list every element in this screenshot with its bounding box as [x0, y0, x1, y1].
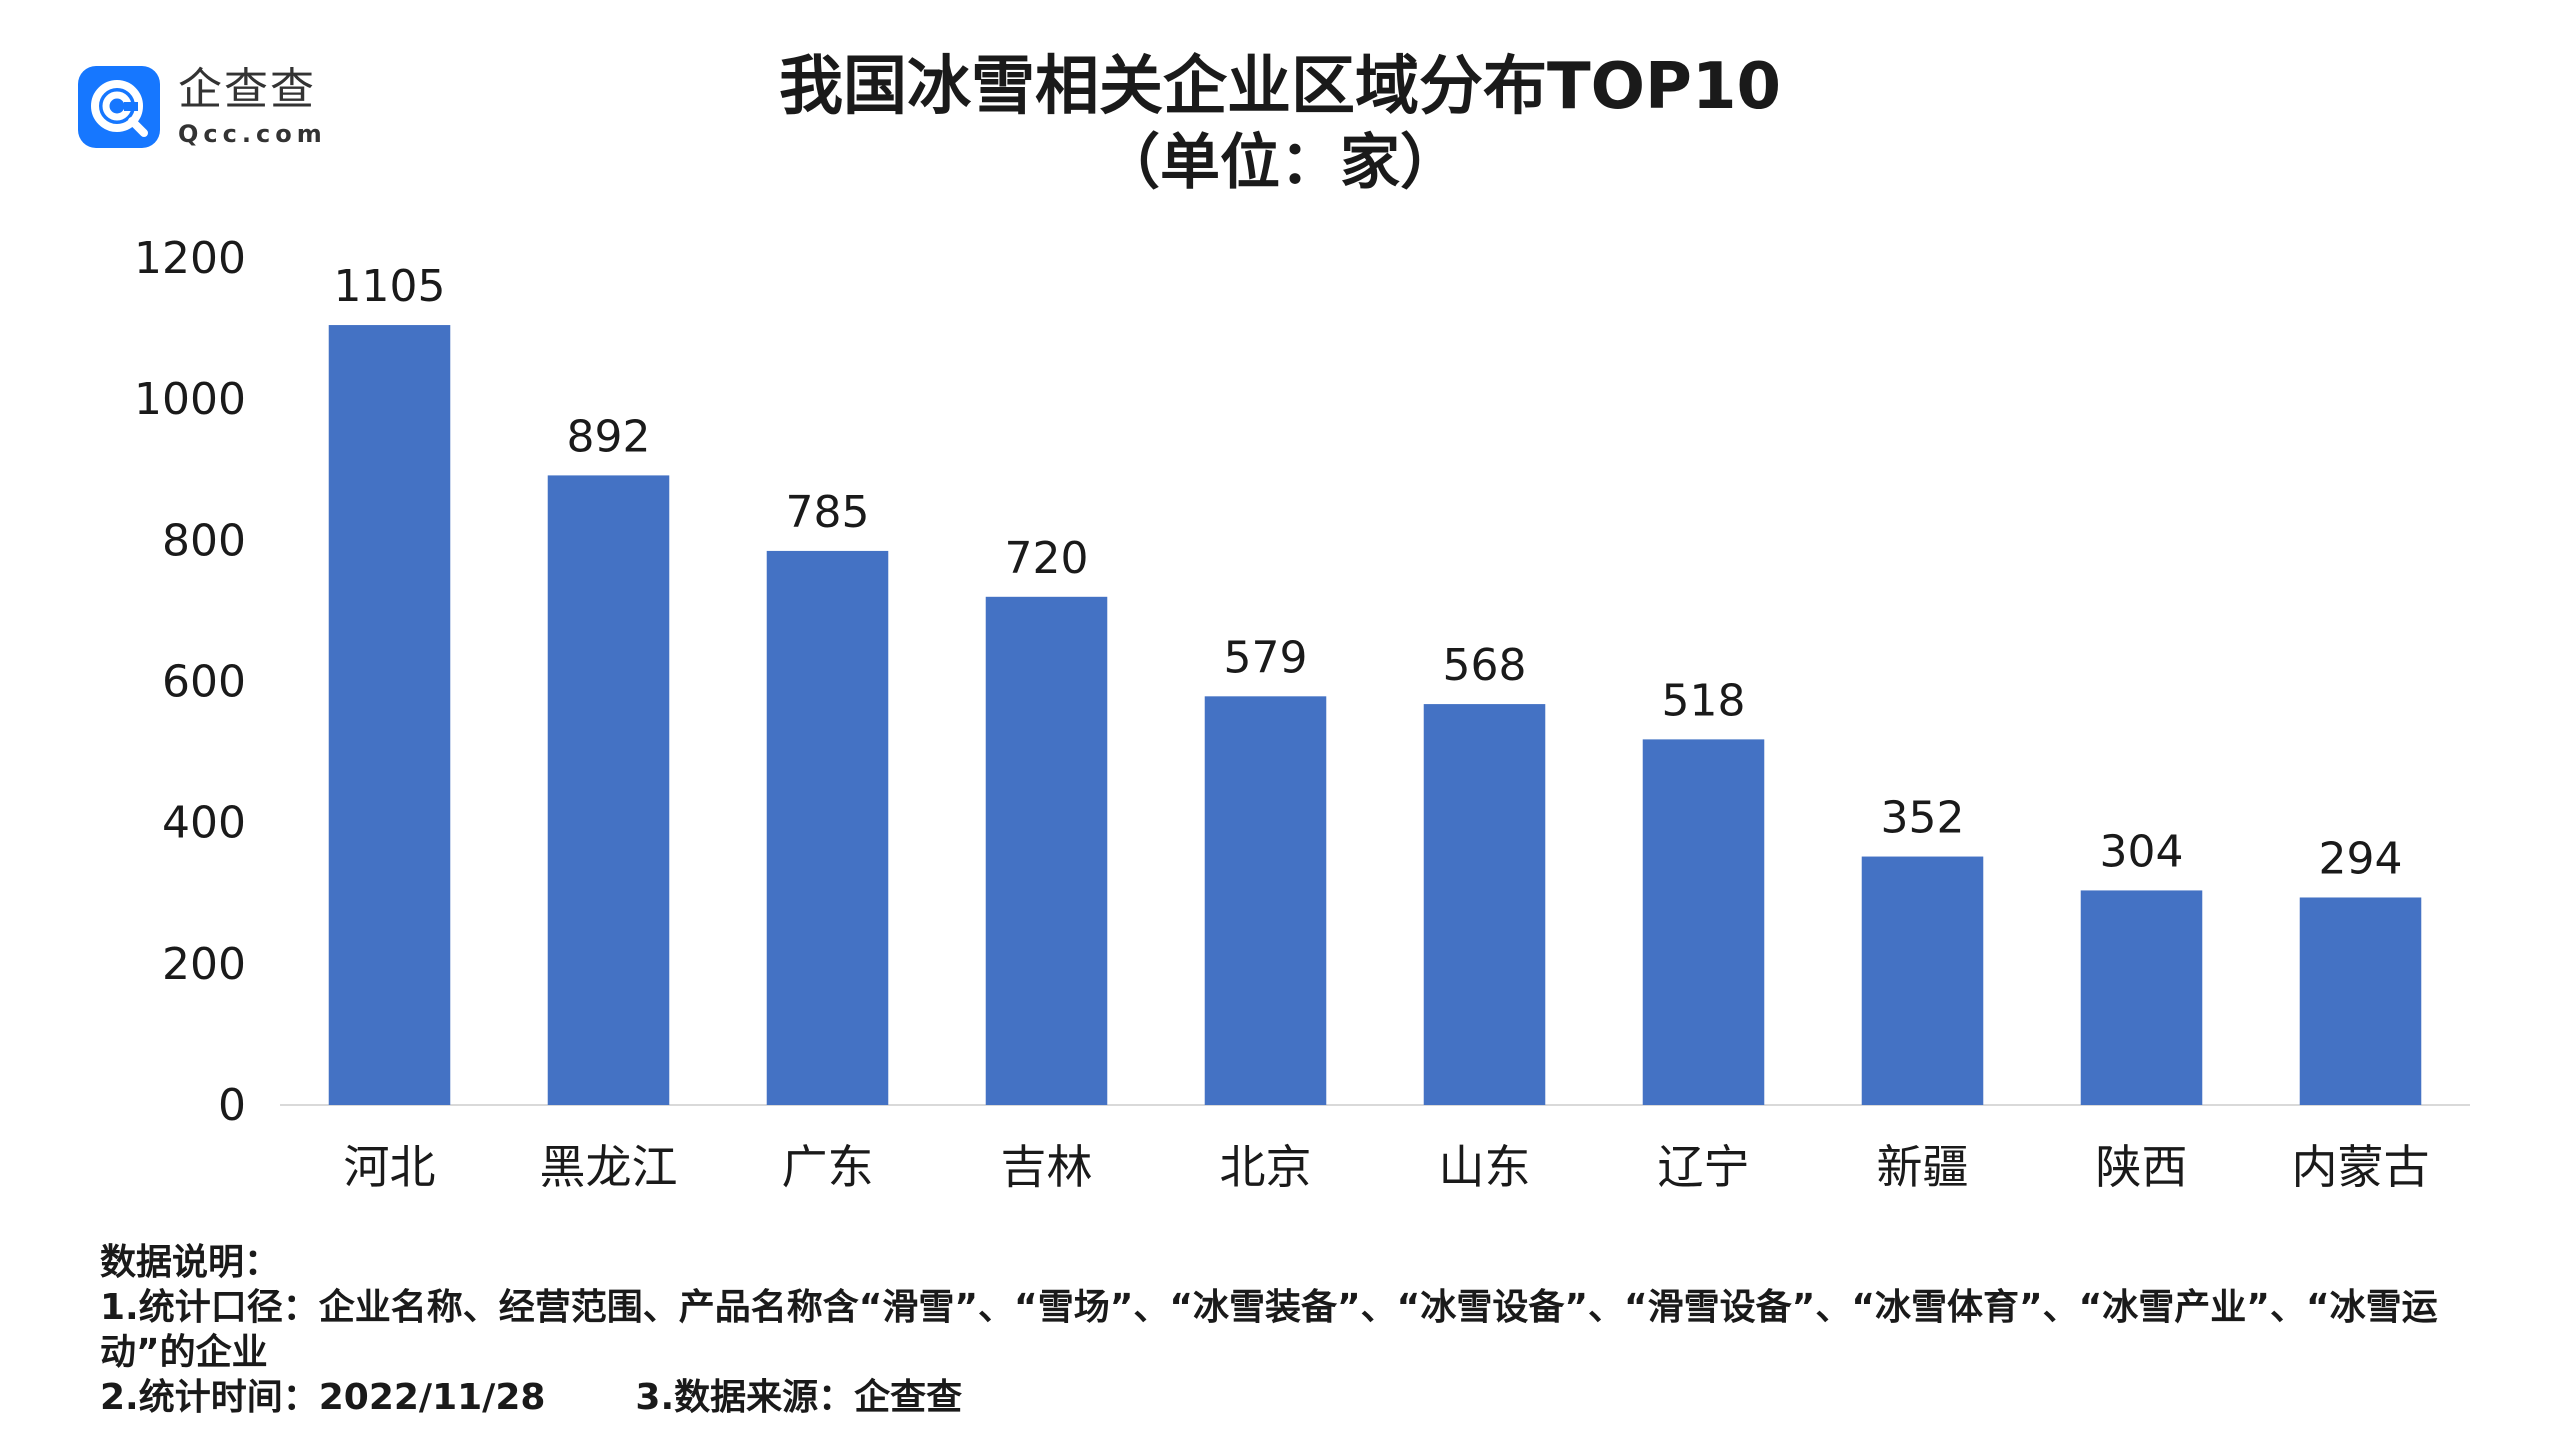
y-tick-label: 1000 — [134, 374, 246, 425]
notes-heading: 数据说明： — [100, 1242, 281, 1283]
bar-chart: 0 200 400 600 800 1000 1200 1105 河北 892 黑龙江 785 广东 72… — [134, 233, 2470, 1194]
bar — [1642, 739, 1765, 1105]
x-tick-label: 黑龙江 — [540, 1140, 678, 1194]
x-tick-label: 广东 — [782, 1140, 874, 1194]
x-tick-label: 吉林 — [1001, 1140, 1093, 1194]
data-label: 720 — [1005, 533, 1089, 584]
bar — [2299, 897, 2422, 1105]
x-tick-label: 北京 — [1220, 1140, 1312, 1194]
y-tick-label: 800 — [162, 515, 246, 566]
data-label: 518 — [1662, 675, 1746, 726]
bar — [1861, 856, 1984, 1105]
x-tick-label: 新疆 — [1877, 1140, 1969, 1194]
data-label: 579 — [1224, 632, 1308, 683]
data-label: 1105 — [334, 261, 446, 312]
chart-title-block: 我国冰雪相关企业区域分布TOP10 （单位：家） — [0, 52, 2560, 201]
qcc-logo-text: 企查查 Qcc.com — [178, 64, 327, 148]
x-tick-label: 辽宁 — [1658, 1140, 1750, 1194]
logo-name: 企查查 — [178, 64, 316, 115]
data-notes: 数据说明： 1.统计口径：企业名称、经营范围、产品名称含“滑雪”、“雪场”、“冰… — [100, 1240, 2500, 1420]
logo-domain: Qcc.com — [178, 120, 327, 148]
y-tick-label: 600 — [162, 657, 246, 708]
qcc-logo: 企查查 Qcc.com — [78, 66, 327, 148]
data-label: 294 — [2319, 833, 2403, 884]
notes-line-bottom: 2.统计时间：2022/11/28 3.数据来源：企查查 — [100, 1375, 2500, 1420]
x-tick-label: 陕西 — [2096, 1140, 2188, 1194]
bar — [1204, 696, 1327, 1105]
data-label: 892 — [567, 411, 651, 462]
notes-item-date: 2.统计时间：2022/11/28 — [100, 1377, 546, 1418]
x-tick-label: 内蒙古 — [2292, 1140, 2430, 1194]
x-tick-label: 山东 — [1439, 1140, 1531, 1194]
data-label: 304 — [2100, 826, 2184, 877]
bar — [1423, 704, 1546, 1105]
chart-subtitle: （单位：家） — [1100, 128, 1460, 199]
y-tick-label: 0 — [218, 1080, 246, 1131]
chart-title: 我国冰雪相关企业区域分布TOP10 — [778, 50, 1782, 124]
bar — [766, 550, 889, 1105]
y-tick-label: 400 — [162, 798, 246, 849]
data-label: 785 — [786, 487, 870, 538]
data-label: 568 — [1443, 640, 1527, 691]
y-tick-label: 200 — [162, 939, 246, 990]
bar — [328, 325, 451, 1105]
data-label: 352 — [1881, 793, 1965, 844]
notes-item-scope: 1.统计口径：企业名称、经营范围、产品名称含“滑雪”、“雪场”、“冰雪装备”、“… — [100, 1287, 2438, 1373]
bar — [985, 596, 1108, 1105]
y-tick-label: 1200 — [134, 233, 246, 284]
x-tick-label: 河北 — [344, 1140, 436, 1194]
qcc-logo-icon — [78, 66, 160, 148]
notes-item-source: 3.数据来源：企查查 — [635, 1377, 963, 1418]
bar — [547, 475, 670, 1105]
bar — [2080, 890, 2203, 1105]
